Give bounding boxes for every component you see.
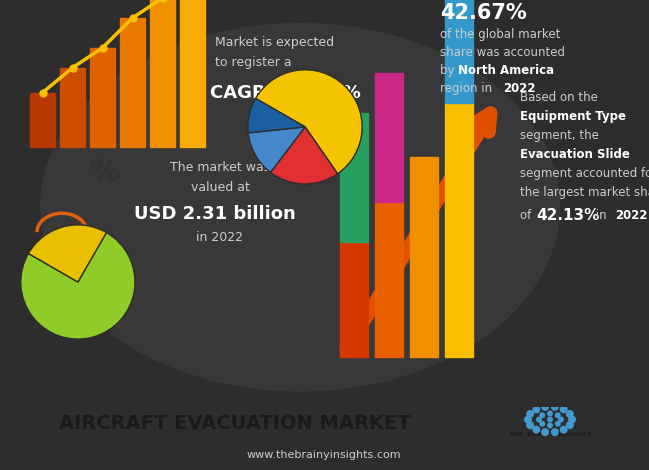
Wedge shape <box>256 70 362 174</box>
Polygon shape <box>32 242 92 267</box>
Circle shape <box>551 428 559 436</box>
Circle shape <box>541 428 549 436</box>
Bar <box>340 113 368 242</box>
Circle shape <box>559 406 568 414</box>
Circle shape <box>555 412 561 418</box>
Text: www.thebrainyinsights.com: www.thebrainyinsights.com <box>247 450 401 460</box>
Bar <box>60 68 85 148</box>
Circle shape <box>547 423 553 429</box>
Circle shape <box>541 403 549 411</box>
Text: of: of <box>520 209 535 222</box>
Bar <box>445 0 473 102</box>
Circle shape <box>551 403 559 411</box>
Text: Evacuation Slide: Evacuation Slide <box>520 148 630 161</box>
Text: 42.67%: 42.67% <box>440 3 527 23</box>
Text: Market is expected: Market is expected <box>215 36 334 49</box>
Text: AIRCRAFT EVACUATION MARKET: AIRCRAFT EVACUATION MARKET <box>59 414 411 433</box>
Text: The market was: The market was <box>170 161 270 174</box>
Text: 42.13%: 42.13% <box>536 208 600 223</box>
Bar <box>340 242 368 357</box>
Bar <box>90 48 115 148</box>
Circle shape <box>558 416 564 423</box>
Text: North America: North America <box>458 64 554 77</box>
Text: USD 2.31 billion: USD 2.31 billion <box>134 205 296 223</box>
Text: %: % <box>90 158 120 187</box>
Text: 2022: 2022 <box>503 82 535 95</box>
Circle shape <box>555 421 561 427</box>
Bar <box>445 102 473 357</box>
Wedge shape <box>248 127 305 172</box>
Circle shape <box>536 416 542 423</box>
Wedge shape <box>271 127 337 184</box>
Circle shape <box>539 421 545 427</box>
Text: by: by <box>440 64 458 77</box>
Circle shape <box>539 412 545 418</box>
Ellipse shape <box>40 23 560 392</box>
Bar <box>150 0 175 148</box>
Text: segment, the: segment, the <box>520 129 599 142</box>
Circle shape <box>547 410 553 416</box>
Text: share was accounted: share was accounted <box>440 47 565 59</box>
Circle shape <box>526 410 534 418</box>
Text: region in: region in <box>440 82 496 95</box>
Circle shape <box>547 416 553 423</box>
Bar <box>375 202 403 357</box>
Text: THE  BRAINY  INSIGHTS: THE BRAINY INSIGHTS <box>509 432 591 437</box>
FancyArrowPatch shape <box>347 113 491 349</box>
Text: in: in <box>592 209 610 222</box>
Circle shape <box>566 410 574 418</box>
Bar <box>120 18 145 148</box>
Bar <box>410 157 438 357</box>
Circle shape <box>524 415 532 423</box>
Text: Based on the: Based on the <box>520 91 598 104</box>
Wedge shape <box>248 98 305 133</box>
Wedge shape <box>29 225 106 282</box>
Circle shape <box>568 415 576 423</box>
Text: CAGR of 6.39%: CAGR of 6.39% <box>210 84 361 102</box>
Circle shape <box>566 421 574 429</box>
Circle shape <box>526 421 534 429</box>
Bar <box>180 0 205 148</box>
Text: of the global market: of the global market <box>440 28 560 41</box>
Circle shape <box>559 426 568 434</box>
Bar <box>30 93 55 148</box>
Circle shape <box>532 426 540 434</box>
Text: 2022: 2022 <box>615 209 648 222</box>
Wedge shape <box>21 233 135 339</box>
Text: segment accounted for: segment accounted for <box>520 167 649 180</box>
Bar <box>375 73 403 202</box>
Text: valued at: valued at <box>191 181 249 194</box>
Text: in 2022: in 2022 <box>197 231 243 243</box>
Circle shape <box>532 406 540 414</box>
Text: the largest market share: the largest market share <box>520 186 649 199</box>
Text: to register a: to register a <box>215 56 291 69</box>
Text: Equipment Type: Equipment Type <box>520 110 626 123</box>
